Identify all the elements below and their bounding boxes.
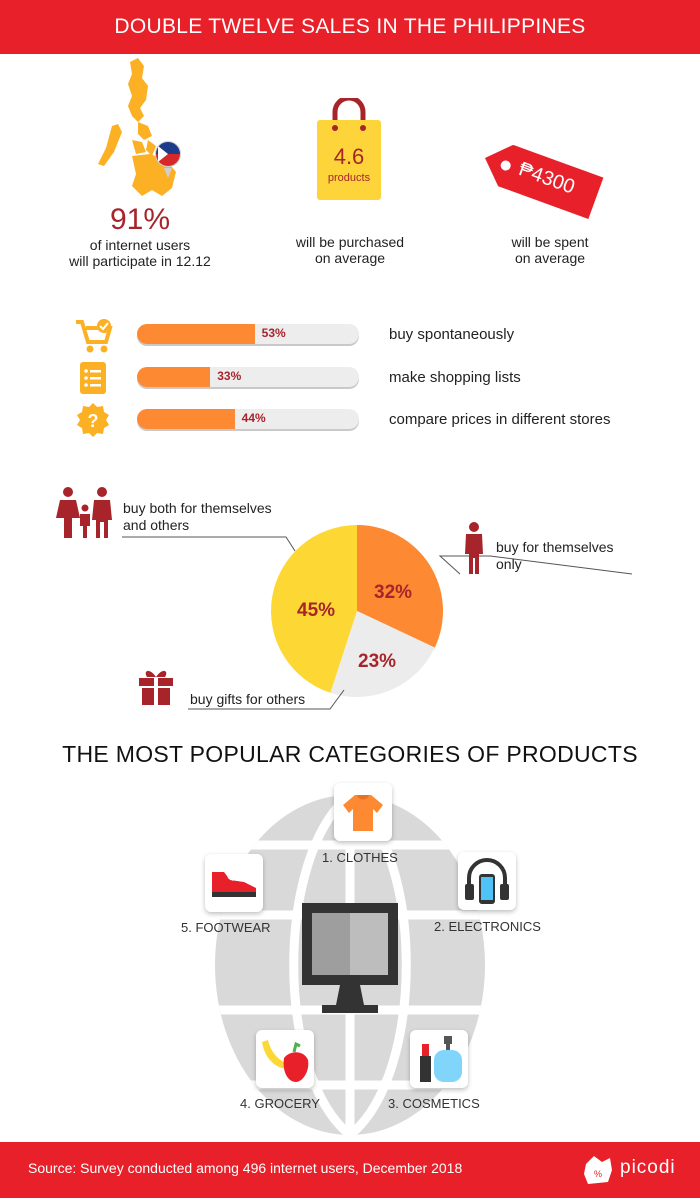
pie-pct-self: 32%	[374, 582, 413, 603]
svg-text:%: %	[594, 1169, 602, 1179]
products-value: 4.6	[333, 144, 365, 169]
spent-stat: will be spent on average	[450, 234, 650, 266]
spent-line1: will be spent	[511, 234, 589, 250]
bar-value-label: 33%	[217, 369, 242, 383]
bar-track: 44%	[137, 409, 359, 429]
bar-category-label: make shopping lists	[389, 369, 521, 386]
pie-slices	[271, 525, 443, 697]
leader-line-both	[122, 536, 296, 552]
lipstick-perfume-icon	[420, 1036, 462, 1082]
category-cosmetics-box	[410, 1030, 468, 1088]
pie-label-self-line1: buy for themselves	[496, 539, 614, 555]
person-icon	[465, 522, 483, 574]
picodi-logo-icon: %	[584, 1156, 612, 1184]
bar-fill	[137, 324, 255, 344]
pie-label-gifts: buy gifts for others	[190, 691, 306, 707]
bar-category-label: buy spontaneously	[389, 326, 515, 343]
category-footwear-box	[205, 854, 263, 912]
monitor-icon	[302, 903, 398, 1013]
list-icon	[80, 362, 106, 394]
pie-label-both: buy both for themselves and others	[123, 500, 272, 534]
pie-label-both-line1: buy both for themselves	[123, 500, 272, 516]
category-electronics-box	[458, 852, 516, 910]
tshirt-icon	[343, 795, 383, 831]
leader-line-self	[438, 555, 633, 575]
pie-slice	[271, 525, 357, 693]
leader-line-gifts	[188, 689, 345, 710]
bar-track: 53%	[137, 324, 359, 344]
pie-label-self: buy for themselves only	[496, 539, 614, 573]
participation-line1: of internet users	[89, 237, 191, 253]
bar-track: 33%	[137, 367, 359, 387]
cart-check-icon	[76, 319, 113, 353]
svg-text:?: ?	[88, 411, 99, 431]
participation-value: 91%	[109, 203, 171, 236]
page-title: DOUBLE TWELVE SALES IN THE PHILIPPINES	[114, 15, 586, 38]
question-icon: ?	[77, 403, 109, 437]
banana-pepper-icon	[262, 1040, 309, 1082]
pie-slice	[357, 525, 443, 648]
philippines-map-icon	[98, 58, 181, 196]
family-icon	[56, 487, 112, 538]
spent-line2: on average	[514, 250, 586, 266]
source-note: Source: Survey conducted among 496 inter…	[28, 1160, 463, 1176]
shopping-bag-icon: 4.6 products	[315, 98, 383, 202]
tag-shape	[485, 144, 604, 220]
sneaker-icon	[212, 872, 256, 897]
pie-label-both-line2: and others	[123, 517, 190, 533]
bar-category-label: compare prices in different stores	[389, 411, 611, 428]
price-tag-icon: ₱4300	[475, 130, 608, 227]
bag-shape	[317, 98, 381, 200]
products-stat: will be purchased on average	[250, 234, 450, 266]
pie-slice	[330, 611, 435, 697]
category-clothes-label: 1. CLOTHES	[322, 850, 398, 865]
pie-label-self-line2: only	[496, 556, 522, 572]
brand-name: picodi	[620, 1157, 676, 1178]
bar-fill	[137, 409, 235, 429]
categories-title: THE MOST POPULAR CATEGORIES OF PRODUCTS	[62, 741, 638, 767]
pie-chart	[122, 525, 633, 710]
category-grocery-label: 4. GROCERY	[240, 1096, 320, 1111]
bar-fill	[137, 367, 211, 387]
category-clothes-box	[334, 783, 392, 841]
page-header: DOUBLE TWELVE SALES IN THE PHILIPPINES	[0, 0, 700, 54]
category-footwear-label: 5. FOOTWEAR	[181, 920, 271, 935]
headphones-phone-icon	[465, 858, 509, 904]
products-unit: products	[327, 172, 371, 184]
products-line2: on average	[314, 250, 386, 266]
page-footer: Source: Survey conducted among 496 inter…	[0, 1142, 700, 1198]
pie-pct-gifts: 23%	[358, 651, 397, 672]
participation-stat: 91% of internet users will participate i…	[40, 203, 240, 269]
category-cosmetics-label: 3. COSMETICS	[388, 1096, 480, 1111]
category-electronics-label: 2. ELECTRONICS	[434, 919, 541, 934]
bar-value-label: 53%	[261, 326, 286, 340]
pie-pct-both: 45%	[297, 600, 336, 621]
bar-value-label: 44%	[241, 411, 266, 425]
gift-icon	[139, 670, 173, 705]
participation-line2: will participate in 12.12	[69, 253, 211, 269]
products-line1: will be purchased	[295, 234, 405, 250]
category-grocery-box	[256, 1030, 314, 1088]
